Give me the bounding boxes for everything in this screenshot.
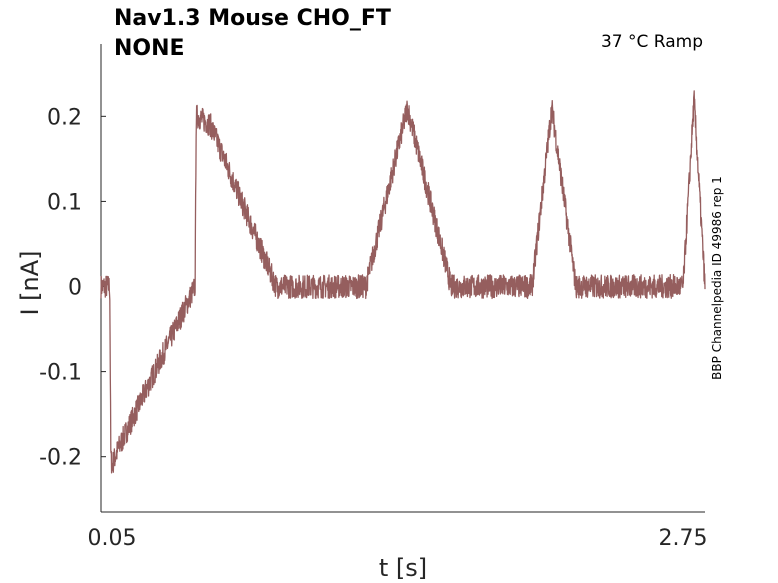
x-tick-label: 0.05 <box>88 526 137 551</box>
current-trace <box>100 90 706 474</box>
x-tick-label: 2.75 <box>659 526 708 551</box>
y-tick-label: 0 <box>68 276 82 301</box>
y-tick-label: 0.2 <box>47 105 82 130</box>
tick-labels: 0.2 0.1 0 -0.1 -0.2 0.05 2.75 <box>39 105 707 551</box>
y-axis-label: I [nA] <box>16 250 44 315</box>
y-tick-label: -0.1 <box>39 361 82 386</box>
chart-subtitle: NONE <box>114 36 185 61</box>
x-axis-label: t [s] <box>379 554 427 582</box>
trace-line <box>100 90 706 474</box>
channelpedia-id-label: BBP Channelpedia ID 49986 rep 1 <box>710 176 724 380</box>
condition-label: 37 °C Ramp <box>601 32 703 52</box>
y-tick-label: 0.1 <box>47 190 82 215</box>
chart-title: Nav1.3 Mouse CHO_FT <box>114 6 391 31</box>
y-tick-label: -0.2 <box>39 446 82 471</box>
